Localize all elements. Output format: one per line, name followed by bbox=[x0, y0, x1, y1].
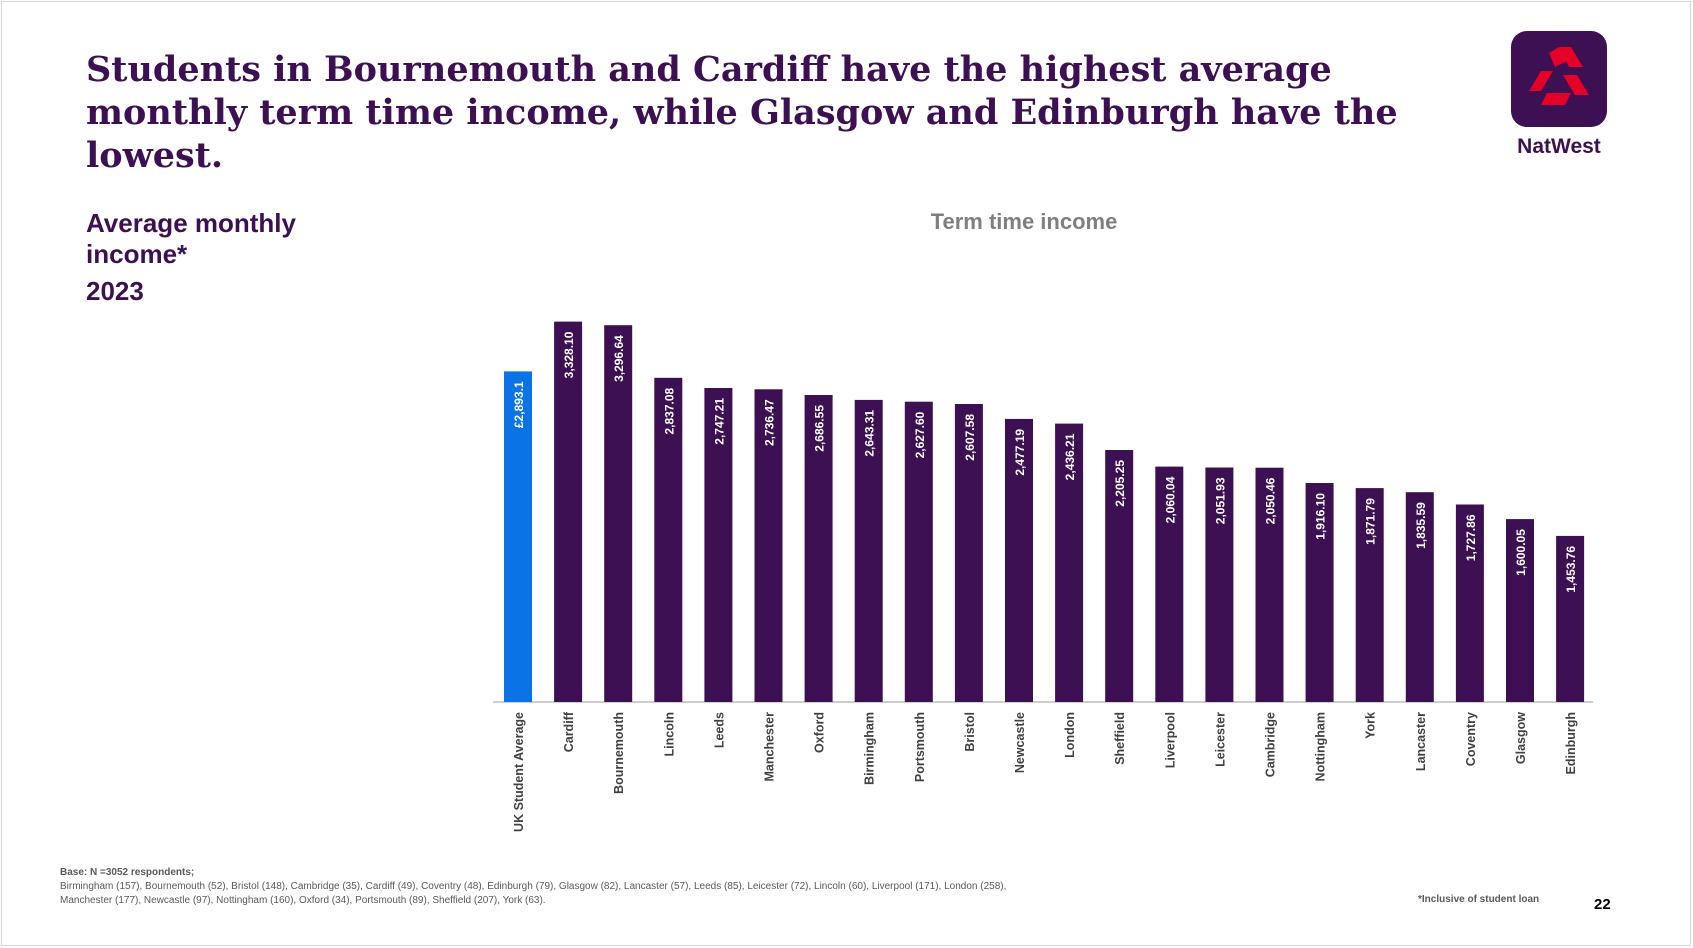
base-note: Base: N =3052 respondents; Birmingham (1… bbox=[60, 866, 1240, 908]
bar-value-label: 1,727.86 bbox=[1464, 514, 1478, 561]
bar-value-label: 2,643.31 bbox=[863, 410, 877, 457]
bar-lancaster bbox=[1405, 492, 1434, 702]
bar-value-label: 2,747.21 bbox=[712, 398, 726, 445]
x-tick-label: Leeds bbox=[712, 712, 726, 748]
slide-headline: Students in Bournemouth and Cardiff have… bbox=[86, 49, 1398, 176]
bar-nottingham bbox=[1305, 483, 1334, 702]
bar-newcastle bbox=[1005, 418, 1033, 702]
chart-title: Term time income bbox=[931, 209, 1118, 234]
bar-cambridge bbox=[1255, 467, 1284, 702]
bar-liverpool bbox=[1155, 466, 1184, 702]
bar-value-label: 2,050.46 bbox=[1264, 477, 1278, 524]
bar-birmingham bbox=[854, 399, 883, 702]
natwest-logo-icon bbox=[1511, 31, 1607, 127]
brand-name: NatWest bbox=[1517, 135, 1601, 158]
x-tick-label: Bristol bbox=[963, 712, 977, 752]
bar-leicester bbox=[1205, 467, 1234, 702]
bar-value-label: 1,453.76 bbox=[1564, 546, 1578, 593]
x-tick-label: Lancaster bbox=[1414, 712, 1428, 771]
bar-leeds bbox=[704, 388, 733, 702]
bar-value-label: £2,893.1 bbox=[512, 381, 526, 428]
bar-value-label: 2,205.25 bbox=[1113, 460, 1127, 507]
bar-value-label: 2,686.55 bbox=[813, 405, 827, 452]
x-tick-label: Lincoln bbox=[662, 712, 676, 756]
bar-value-label: 2,627.60 bbox=[913, 411, 927, 458]
x-tick-label: Cardiff bbox=[562, 711, 576, 752]
bar-value-label: 2,051.93 bbox=[1213, 477, 1227, 524]
bar-value-label: 2,060.04 bbox=[1163, 476, 1177, 523]
base-heading: Base: N =3052 respondents; bbox=[60, 867, 195, 878]
x-tick-label: Coventry bbox=[1464, 712, 1478, 766]
bar-value-label: 2,436.21 bbox=[1063, 433, 1077, 480]
bar-uk-student-average bbox=[504, 371, 532, 702]
bar-cardiff bbox=[554, 321, 583, 702]
bar-york bbox=[1355, 488, 1384, 702]
x-tick-label: York bbox=[1364, 712, 1378, 739]
bar-manchester bbox=[754, 389, 783, 702]
bar-glasgow bbox=[1506, 519, 1534, 702]
bar-bournemouth bbox=[604, 325, 633, 702]
base-line-1: Birmingham (157), Bournemouth (52), Bris… bbox=[60, 881, 1007, 892]
bar-lincoln bbox=[654, 377, 683, 702]
bar-value-label: 1,835.59 bbox=[1414, 502, 1428, 549]
x-tick-label: Oxford bbox=[813, 712, 827, 753]
bar-value-label: 2,607.58 bbox=[963, 414, 977, 461]
x-tick-label: UK Student Average bbox=[512, 712, 526, 832]
bar-value-label: 2,477.19 bbox=[1013, 429, 1027, 476]
x-tick-label: Manchester bbox=[763, 712, 777, 782]
x-tick-label: Sheffield bbox=[1113, 712, 1127, 765]
x-tick-label: Bournemouth bbox=[612, 712, 626, 794]
x-tick-label: Cambridge bbox=[1264, 712, 1278, 777]
bar-oxford bbox=[804, 395, 833, 702]
bar-value-label: 3,328.10 bbox=[562, 331, 576, 378]
bar-value-label: 3,296.64 bbox=[612, 335, 626, 382]
bar-value-label: 2,736.47 bbox=[763, 399, 777, 446]
bar-value-label: 1,871.79 bbox=[1364, 498, 1378, 545]
bar-value-label: 1,916.10 bbox=[1314, 493, 1328, 540]
x-tick-label: Portsmouth bbox=[913, 712, 927, 782]
bar-value-label: 1,600.05 bbox=[1514, 529, 1528, 576]
x-tick-label: Birmingham bbox=[863, 712, 877, 785]
bar-london bbox=[1055, 423, 1084, 702]
x-tick-label: Leicester bbox=[1213, 712, 1227, 767]
base-line-2: Manchester (177), Newcastle (97), Nottin… bbox=[60, 895, 546, 906]
x-tick-label: Nottingham bbox=[1314, 712, 1328, 781]
bar-sheffield bbox=[1105, 450, 1134, 702]
page-number: 22 bbox=[1594, 896, 1611, 913]
bar-portsmouth bbox=[904, 401, 933, 702]
x-tick-label: Glasgow bbox=[1514, 712, 1528, 764]
bar-value-label: 2,837.08 bbox=[662, 387, 676, 434]
x-tick-label: London bbox=[1063, 712, 1077, 758]
x-tick-label: Liverpool bbox=[1163, 712, 1177, 768]
chart-subtitle: Average monthly income* bbox=[86, 208, 296, 269]
bar-edinburgh bbox=[1556, 535, 1585, 702]
bar-bristol bbox=[954, 404, 983, 702]
bar-coventry bbox=[1455, 504, 1484, 702]
x-tick-label: Newcastle bbox=[1013, 712, 1027, 773]
x-tick-label: Edinburgh bbox=[1564, 712, 1578, 775]
chart-year: 2023 bbox=[86, 276, 144, 306]
footnote: *Inclusive of student loan bbox=[1418, 894, 1540, 905]
